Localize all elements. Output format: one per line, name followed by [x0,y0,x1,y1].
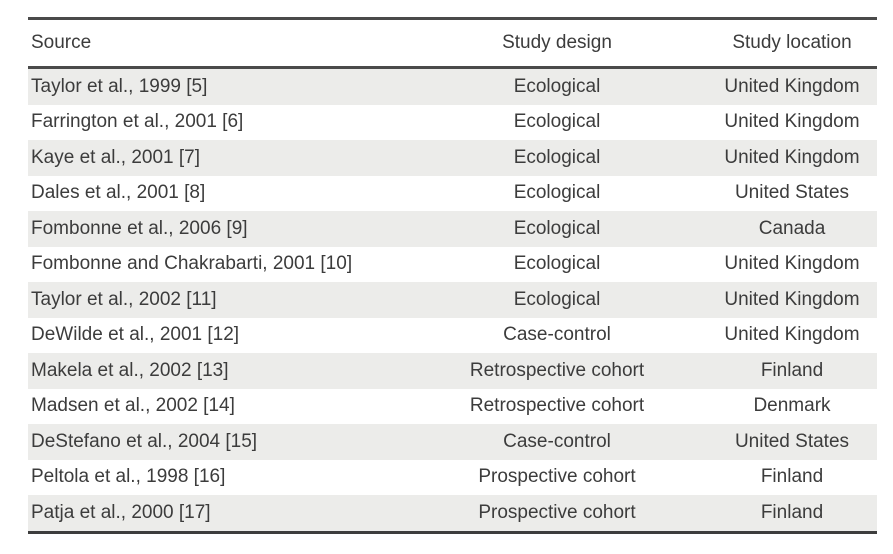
cell-design: Retrospective cohort [469,359,645,381]
table-header: Source Study design Study location [28,18,877,69]
table-row: Makela et al., 2002 [13] Retrospective co… [28,353,877,389]
cell-source: Dales et al., 2001 [8] [31,182,206,204]
cell-source: Kaye et al., 2001 [7] [31,146,201,168]
cell-design: Ecological [513,75,601,97]
cell-source: Madsen et al., 2002 [14] [31,395,235,417]
cell-location: United Kingdom [724,288,860,310]
cell-design: Ecological [513,288,601,310]
study-table-container: Source Study design Study location Taylo… [28,17,877,534]
cell-location: United Kingdom [724,324,860,346]
cell-source: Fombonne et al., 2006 [9] [31,217,248,239]
cell-design: Ecological [513,217,601,239]
cell-location: Canada [758,217,826,239]
cell-source: Makela et al., 2002 [13] [31,359,229,381]
cell-design: Ecological [513,111,601,133]
cell-design: Ecological [513,146,601,168]
cell-source: Taylor et al., 2002 [11] [31,288,217,310]
cell-location: Finland [760,501,824,523]
cell-location: United Kingdom [724,146,860,168]
cell-source: DeStefano et al., 2004 [15] [31,430,258,452]
cell-location: United Kingdom [724,111,860,133]
cell-source: Peltola et al., 1998 [16] [31,466,226,488]
cell-source: Farrington et al., 2001 [6] [31,111,244,133]
table-row: DeWilde et al., 2001 [12] Case-control Uni… [28,317,877,353]
cell-location: United States [734,182,850,204]
cell-source: Fombonne and Chakrabarti, 2001 [10] [31,253,353,275]
cell-location: Finland [760,466,824,488]
table-row: Patja et al., 2000 [17] Prospective cohor… [28,495,877,532]
table-row: Madsen et al., 2002 [14] Retrospective co… [28,388,877,424]
cell-source: Taylor et al., 1999 [5] [31,75,208,97]
cell-design: Ecological [513,182,601,204]
cell-design: Retrospective cohort [469,395,645,417]
cell-design: Prospective cohort [478,466,636,488]
cell-location: United Kingdom [724,253,860,275]
cell-design: Case-control [503,430,611,452]
table-row: Farrington et al., 2001 [6] Ecological Uni… [28,104,877,140]
cell-location: United Kingdom [724,75,860,97]
cell-design: Case-control [503,324,611,346]
table-row: Kaye et al., 2001 [7] Ecological United Ki… [28,140,877,176]
table-body: Taylor et al., 1999 [5] Ecological United … [28,67,877,532]
cell-location: United States [734,430,850,452]
column-header-study-design: Study design [407,18,707,69]
table-row: DeStefano et al., 2004 [15] Case-control U… [28,424,877,460]
table-row: Fombonne and Chakrabarti, 2001 [10] Ecolo… [28,246,877,282]
study-characteristics-table: Source Study design Study location Taylo… [28,17,877,534]
table-row: Dales et al., 2001 [8] Ecological United S… [28,175,877,211]
cell-source: Patja et al., 2000 [17] [31,501,211,523]
cell-location: Finland [760,359,824,381]
table-row: Taylor et al., 1999 [5] Ecological United … [28,67,877,105]
cell-location: Denmark [753,395,831,417]
column-header-study-location: Study location [707,18,877,69]
cell-design: Prospective cohort [478,501,636,523]
table-row: Fombonne et al., 2006 [9] Ecological Canad… [28,211,877,247]
header-row: Source Study design Study location [28,18,877,69]
column-header-source: Source [28,18,407,69]
cell-source: DeWilde et al., 2001 [12] [31,324,240,346]
table-row: Peltola et al., 1998 [16] Prospective coh… [28,459,877,495]
cell-design: Ecological [513,253,601,275]
table-row: Taylor et al., 2002 [11] Ecological United… [28,282,877,318]
